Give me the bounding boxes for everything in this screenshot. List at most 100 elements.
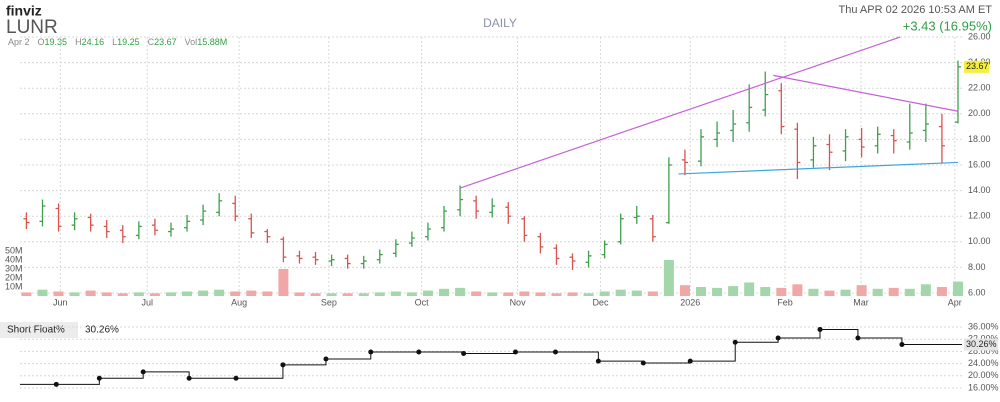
volume-bar xyxy=(744,282,755,296)
volume-bar xyxy=(824,290,835,296)
step-point xyxy=(53,381,59,387)
step-point xyxy=(899,342,905,348)
current-box xyxy=(964,338,998,351)
volume-bar xyxy=(246,290,257,296)
step-point xyxy=(732,339,738,345)
panel-value: 30.26% xyxy=(85,325,119,336)
volume-bar xyxy=(439,288,450,296)
quote-value: 24.16 xyxy=(82,37,105,47)
y-tick-label: 20.00 xyxy=(968,108,991,118)
volume-bar xyxy=(535,292,546,296)
volume-bar xyxy=(776,287,787,296)
y-tick-label: 14.00 xyxy=(968,185,991,195)
y-tick-label: 10.00 xyxy=(968,236,991,246)
step-point xyxy=(233,375,239,381)
volume-bar xyxy=(406,292,417,296)
volume-bar xyxy=(920,284,931,296)
volume-bar xyxy=(230,291,241,296)
volume-tick-label: 10M xyxy=(5,281,23,291)
quote-label: O xyxy=(38,37,45,47)
volume-bar xyxy=(936,287,947,296)
volume-bar xyxy=(647,291,658,296)
step-point xyxy=(368,349,374,355)
x-tick-label: Nov xyxy=(510,297,527,307)
volume-bar xyxy=(760,287,771,296)
volume-bar xyxy=(583,293,594,296)
volume-bar xyxy=(712,287,723,296)
x-tick-label: Aug xyxy=(231,297,247,307)
quote-label: Vol xyxy=(185,37,198,47)
volume-tick-label: 40M xyxy=(5,254,23,264)
x-tick-label: Feb xyxy=(777,297,793,307)
quote-value: 19.25 xyxy=(117,37,140,47)
volume-bar xyxy=(696,287,707,296)
quote-value: 19.35 xyxy=(45,37,68,47)
x-tick-label: Dec xyxy=(592,297,609,307)
step-point xyxy=(817,326,823,332)
timeframe[interactable]: DAILY xyxy=(483,16,517,30)
current-label: 30.26% xyxy=(966,339,997,349)
price-change: +3.43 (16.95%) xyxy=(903,18,992,33)
trendline xyxy=(773,74,959,112)
y-tick-label: 36.00% xyxy=(968,321,999,331)
volume-bar xyxy=(310,293,321,296)
volume-bar xyxy=(422,290,433,296)
panel-tab[interactable] xyxy=(0,322,78,338)
volume-bar xyxy=(952,281,963,296)
volume-bar xyxy=(663,260,674,296)
volume-bar xyxy=(455,287,466,296)
quote-value: 23.67 xyxy=(154,37,177,47)
step-point xyxy=(323,356,329,362)
panel-title[interactable]: Short Float% xyxy=(7,325,65,336)
volume-bar xyxy=(888,287,899,296)
quote-date: Apr 2 xyxy=(8,37,30,47)
volume-bar xyxy=(326,293,337,296)
step-point xyxy=(416,349,422,355)
quote-label: C xyxy=(148,37,155,47)
volume-bar xyxy=(101,292,112,296)
step-point xyxy=(640,360,646,366)
volume-bar xyxy=(551,293,562,296)
y-tick-label: 28.00% xyxy=(968,346,999,356)
volume-bar xyxy=(37,289,48,296)
x-tick-label: 2026 xyxy=(680,297,700,307)
volume-bar xyxy=(808,288,819,296)
x-tick-label: Sep xyxy=(321,297,337,307)
volume-bar xyxy=(358,293,369,296)
x-tick-label: Jul xyxy=(141,297,153,307)
volume-bar xyxy=(567,292,578,296)
volume-bar xyxy=(872,288,883,296)
step-point xyxy=(855,335,861,341)
datetime: Thu APR 02 2026 10:53 AM ET xyxy=(839,4,993,16)
volume-bar xyxy=(278,269,289,296)
volume-bar xyxy=(487,292,498,296)
step-point xyxy=(595,358,601,364)
trendline xyxy=(678,161,959,175)
volume-tick-label: 30M xyxy=(5,263,23,273)
volume-bar xyxy=(631,290,642,296)
step-point xyxy=(552,349,558,355)
quote-value: 15.88M xyxy=(197,37,227,47)
volume-bar xyxy=(615,289,626,296)
volume-bar xyxy=(792,284,803,296)
last-price: 23.67 xyxy=(966,61,989,71)
volume-bar xyxy=(182,291,193,296)
last-price-box xyxy=(964,60,989,73)
volume-bar xyxy=(856,285,867,296)
x-tick-label: Apr xyxy=(948,297,962,307)
logo[interactable]: finviz xyxy=(6,3,42,19)
volume-bar xyxy=(503,292,514,296)
volume-bar xyxy=(342,293,353,296)
volume-bar xyxy=(198,290,209,296)
y-tick-label: 16.00% xyxy=(968,382,999,392)
y-tick-label: 6.00 xyxy=(968,287,986,297)
step-point xyxy=(96,375,102,381)
volume-bar xyxy=(214,289,225,296)
volume-bar xyxy=(519,291,530,296)
volume-bar xyxy=(21,292,32,296)
volume-bar xyxy=(904,288,915,296)
step-point xyxy=(140,369,146,375)
y-tick-label: 22.00 xyxy=(968,83,991,93)
y-tick-label: 8.00 xyxy=(968,262,986,272)
